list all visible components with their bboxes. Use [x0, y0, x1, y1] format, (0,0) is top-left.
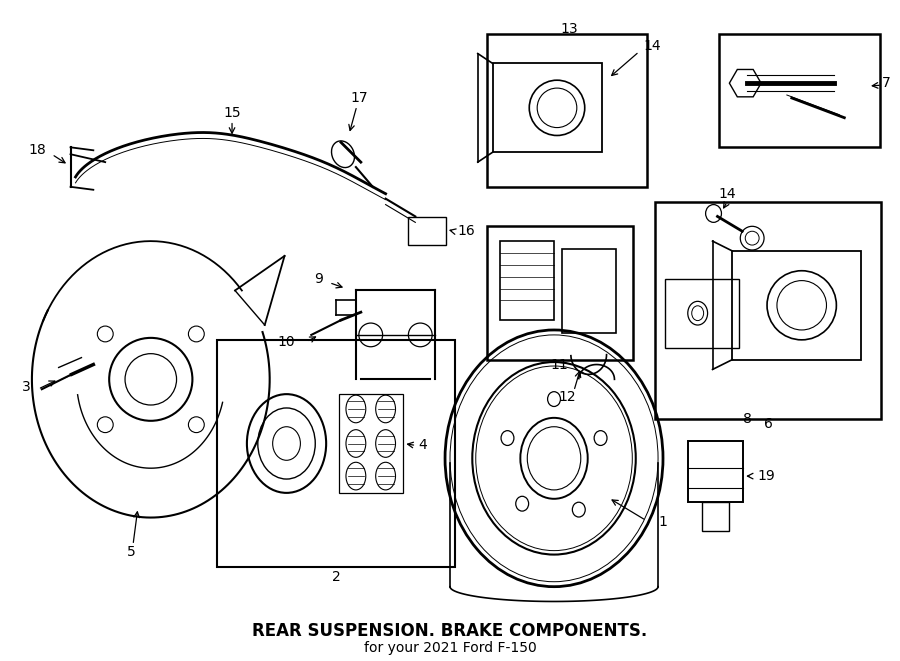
- Text: 2: 2: [332, 570, 340, 584]
- Bar: [562, 249, 617, 333]
- Text: 8: 8: [742, 412, 752, 426]
- Bar: [339, 394, 403, 493]
- Bar: [733, 251, 861, 360]
- Bar: [487, 226, 634, 360]
- Text: 12: 12: [558, 390, 576, 404]
- Bar: [719, 34, 880, 147]
- Text: 9: 9: [314, 272, 323, 286]
- Text: 1: 1: [658, 516, 667, 529]
- Text: 16: 16: [458, 224, 476, 238]
- Bar: [702, 502, 729, 531]
- Bar: [409, 217, 446, 245]
- Text: 13: 13: [560, 22, 578, 36]
- Text: 17: 17: [350, 91, 368, 105]
- Bar: [500, 241, 554, 320]
- Bar: [487, 34, 647, 187]
- Text: 15: 15: [223, 106, 241, 120]
- Text: 11: 11: [550, 358, 568, 371]
- Text: 3: 3: [22, 380, 31, 394]
- Text: 10: 10: [278, 335, 295, 349]
- Bar: [665, 279, 739, 348]
- Bar: [655, 202, 881, 419]
- Text: for your 2021 Ford F-150: for your 2021 Ford F-150: [364, 641, 536, 655]
- Bar: [492, 63, 601, 152]
- Bar: [688, 440, 743, 502]
- Text: 14: 14: [718, 186, 736, 201]
- Text: 14: 14: [644, 38, 661, 53]
- Text: 4: 4: [418, 438, 427, 453]
- Text: 18: 18: [28, 143, 46, 157]
- Text: 19: 19: [757, 469, 775, 483]
- Text: 7: 7: [882, 76, 891, 90]
- Text: 6: 6: [763, 417, 772, 431]
- Text: 5: 5: [127, 545, 135, 559]
- Text: REAR SUSPENSION. BRAKE COMPONENTS.: REAR SUSPENSION. BRAKE COMPONENTS.: [252, 622, 648, 640]
- Bar: [217, 340, 455, 567]
